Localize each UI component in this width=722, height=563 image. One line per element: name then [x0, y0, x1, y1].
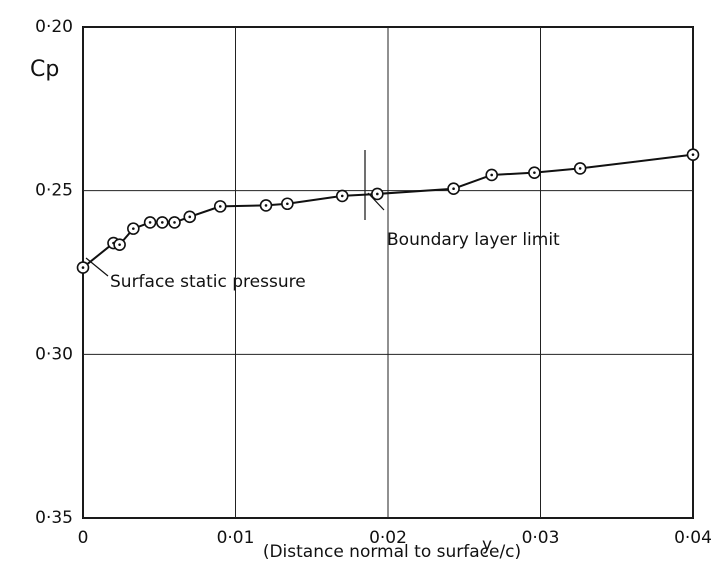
y-axis-label: Cp	[30, 57, 59, 82]
data-point-dot	[188, 215, 192, 219]
data-point-dot	[148, 221, 152, 224]
y-tick-label: 0·20	[35, 17, 73, 37]
x-tick-label: 0·04	[674, 528, 712, 548]
data-point-dot	[578, 167, 582, 170]
annotation: Boundary layer limit	[387, 230, 560, 250]
data-point-dot	[218, 205, 222, 208]
data-point-dot	[340, 194, 344, 198]
y-tick-label: 0·35	[35, 508, 73, 528]
annotation: Surface static pressure	[110, 272, 306, 292]
annotation-arrow	[85, 257, 109, 277]
x-axis-label: (Distance normal to surface/c)	[263, 542, 521, 562]
x-tick-label: 0·03	[522, 528, 560, 548]
data-point-dot	[132, 227, 135, 230]
data-point-dot	[452, 187, 455, 191]
x-axis-symbol: y	[482, 535, 492, 555]
x-tick-label: 0	[78, 528, 89, 548]
y-tick-label: 0·30	[35, 344, 73, 364]
annotation-arrow	[367, 192, 385, 211]
data-point-dot	[376, 192, 379, 196]
data-point-dot	[533, 171, 536, 174]
data-point-dot	[691, 153, 695, 156]
data-point-dot	[118, 243, 121, 246]
data-point-dot	[81, 266, 85, 269]
data-point-dot	[264, 204, 268, 207]
data-point-dot	[490, 173, 494, 177]
y-tick-label: 0·25	[35, 181, 73, 201]
data-point-dot	[161, 221, 164, 224]
x-tick-label: 0·01	[217, 528, 255, 548]
x-tick-label: 0·02	[369, 528, 407, 548]
data-point-dot	[173, 221, 176, 224]
data-point-dot	[286, 202, 289, 206]
